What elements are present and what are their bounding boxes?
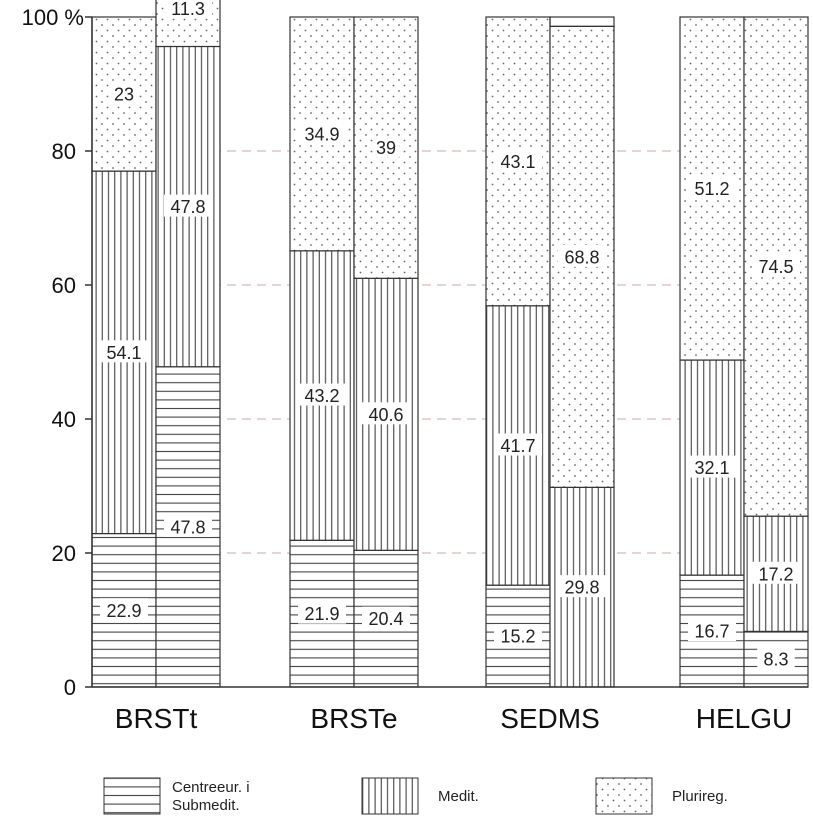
y-tick-label-80: 80 xyxy=(52,139,76,164)
y-tick-label-100: 100 % xyxy=(22,5,84,30)
bar-BRSTe-2-seg-3 xyxy=(353,16,419,279)
data-label-bg-HELGU-1-3 xyxy=(688,176,736,199)
legend-swatch-1 xyxy=(103,777,161,815)
data-label-bg-BRSTt-1-3 xyxy=(110,82,138,105)
data-label-BRSTt-2-1: 47.8 xyxy=(170,517,205,537)
data-label-bg-BRSTe-1-2 xyxy=(298,383,346,406)
data-label-bg-SEDMS-1-1 xyxy=(494,624,542,647)
data-label-BRSTe-2-1: 20.4 xyxy=(368,609,403,629)
data-label-bg-HELGU-2-2 xyxy=(752,561,800,584)
axes: 0 20 40 60 80 100 % xyxy=(22,5,808,700)
data-label-bg-SEDMS-1-3 xyxy=(494,149,542,172)
legend-label-3-line-1: Plurireg. xyxy=(672,788,728,805)
data-label-bg-HELGU-1-2 xyxy=(688,455,736,478)
data-label-bg-HELGU-2-3 xyxy=(752,254,800,277)
data-label-bg-BRSTt-2-2 xyxy=(164,194,212,217)
data-labels: 22.9 54.1 23 47.8 47.8 11.3 BRSTt 21.9 43.2 34.9 2… xyxy=(100,0,800,734)
data-label-SEDMS-1-3: 43.1 xyxy=(500,152,535,172)
data-label-bg-BRSTt-2-3 xyxy=(164,0,212,19)
data-label-BRSTt-2-2: 47.8 xyxy=(170,197,205,217)
data-label-bg-BRSTt-1-1 xyxy=(100,598,148,621)
data-label-bg-BRSTe-2-1 xyxy=(362,606,410,629)
data-label-bg-BRSTe-2-3 xyxy=(372,135,400,158)
data-label-SEDMS-1-2: 41.7 xyxy=(500,436,535,456)
data-label-BRSTe-2-3: 39 xyxy=(376,138,396,158)
data-label-BRSTe-1-1: 21.9 xyxy=(304,604,339,624)
bars xyxy=(91,0,809,688)
data-label-BRSTe-1-2: 43.2 xyxy=(304,386,339,406)
legend-label-1-line-2: Submedit. xyxy=(172,797,240,814)
data-label-BRSTt-2-3: 11.3 xyxy=(171,0,205,19)
legend-label-2-line-1: Medit. xyxy=(438,788,479,805)
category-label-SEDMS: SEDMS xyxy=(500,703,600,734)
data-label-HELGU-2-3: 74.5 xyxy=(758,257,793,277)
data-label-bg-HELGU-2-1 xyxy=(757,647,795,670)
data-label-BRSTe-1-3: 34.9 xyxy=(304,124,339,144)
data-label-SEDMS-2-3: 68.8 xyxy=(564,247,599,267)
data-label-HELGU-2-2: 17.2 xyxy=(758,564,793,584)
data-label-SEDMS-1-1: 15.2 xyxy=(500,627,535,647)
data-label-bg-SEDMS-2-2 xyxy=(558,575,606,598)
data-label-bg-BRSTt-2-1 xyxy=(164,514,212,537)
bar-SEDMS-2-remainder xyxy=(549,16,615,27)
legend-label-1-line-1: Centreeur. i xyxy=(172,779,250,796)
data-label-bg-BRSTe-1-3 xyxy=(298,121,346,144)
data-label-bg-SEDMS-2-3 xyxy=(558,244,606,267)
data-label-bg-BRSTe-1-1 xyxy=(298,601,346,624)
data-label-HELGU-1-2: 32.1 xyxy=(694,458,729,478)
data-label-BRSTt-1-3: 23 xyxy=(114,85,134,105)
data-label-BRSTe-2-2: 40.6 xyxy=(368,405,403,425)
data-label-bg-BRSTt-1-2 xyxy=(100,340,148,363)
data-label-bg-SEDMS-1-2 xyxy=(494,433,542,456)
legend-swatch-3 xyxy=(595,777,653,815)
y-tick-label-0: 0 xyxy=(64,675,76,700)
data-label-bg-BRSTe-2-2 xyxy=(362,402,410,425)
y-tick-label-60: 60 xyxy=(52,273,76,298)
data-label-SEDMS-2-2: 29.8 xyxy=(564,578,599,598)
y-tick-label-20: 20 xyxy=(52,541,76,566)
category-label-HELGU: HELGU xyxy=(696,703,792,734)
y-tick-label-40: 40 xyxy=(52,407,76,432)
legend-swatch-2 xyxy=(361,777,419,815)
data-label-BRSTt-1-1: 22.9 xyxy=(106,601,141,621)
data-label-HELGU-1-3: 51.2 xyxy=(694,179,729,199)
category-label-BRSTe: BRSTe xyxy=(310,703,397,734)
data-label-bg-HELGU-1-1 xyxy=(688,619,736,642)
data-label-BRSTt-1-2: 54.1 xyxy=(106,343,141,363)
data-label-HELGU-2-1: 8.3 xyxy=(763,650,788,670)
data-label-HELGU-1-1: 16.7 xyxy=(694,622,729,642)
category-label-BRSTt: BRSTt xyxy=(115,703,198,734)
